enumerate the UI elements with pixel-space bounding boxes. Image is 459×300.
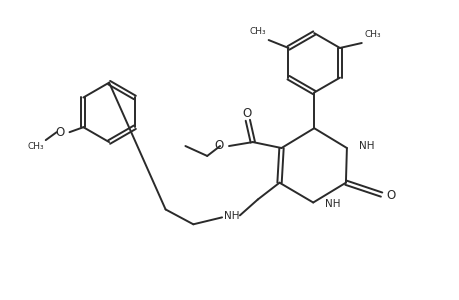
Text: CH₃: CH₃ bbox=[27, 142, 44, 151]
Text: CH₃: CH₃ bbox=[248, 27, 265, 36]
Text: CH₃: CH₃ bbox=[364, 30, 381, 39]
Text: O: O bbox=[242, 107, 251, 120]
Text: NH: NH bbox=[325, 200, 340, 209]
Text: O: O bbox=[55, 126, 64, 139]
Text: O: O bbox=[386, 189, 395, 202]
Text: NH: NH bbox=[224, 212, 239, 221]
Text: O: O bbox=[214, 139, 224, 152]
Text: NH: NH bbox=[358, 141, 374, 151]
